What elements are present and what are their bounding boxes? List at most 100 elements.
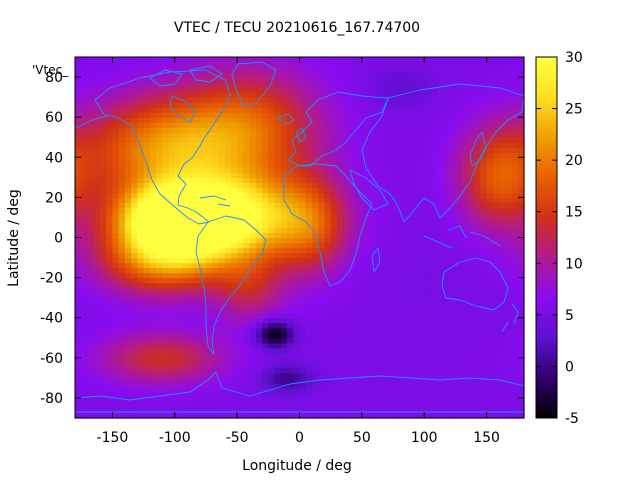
heatmap-cell xyxy=(305,177,313,183)
heatmap-cell xyxy=(499,257,506,264)
heatmap-cell xyxy=(199,312,207,319)
heatmap-cell xyxy=(386,212,394,219)
heatmap-cell xyxy=(118,327,126,334)
heatmap-cell xyxy=(81,107,89,113)
heatmap-cell xyxy=(480,82,488,88)
heatmap-cell xyxy=(436,377,444,384)
heatmap-cell xyxy=(368,107,375,113)
heatmap-cell xyxy=(436,127,444,133)
heatmap-cell xyxy=(174,112,182,118)
heatmap-cell xyxy=(424,407,432,414)
heatmap-cell xyxy=(349,102,357,108)
heatmap-cell xyxy=(486,127,494,133)
heatmap-cell xyxy=(499,287,506,294)
heatmap-cell xyxy=(380,262,388,269)
heatmap-cell xyxy=(118,177,126,183)
heatmap-cell xyxy=(224,212,232,219)
heatmap-cell xyxy=(199,157,207,163)
heatmap-cell xyxy=(511,242,519,249)
heatmap-cell xyxy=(124,167,132,173)
heatmap-cell xyxy=(218,352,226,359)
heatmap-cell xyxy=(330,162,338,168)
heatmap-cell xyxy=(324,112,332,118)
heatmap-cell xyxy=(299,332,307,339)
heatmap-cell xyxy=(455,312,463,319)
heatmap-cell xyxy=(218,332,226,339)
heatmap-cell xyxy=(230,357,238,364)
heatmap-cell xyxy=(492,272,500,279)
heatmap-cell xyxy=(280,247,288,254)
heatmap-cell xyxy=(393,87,400,93)
heatmap-cell xyxy=(81,97,89,103)
heatmap-cell xyxy=(330,347,338,354)
heatmap-cell xyxy=(287,72,294,78)
heatmap-cell xyxy=(455,137,463,143)
heatmap-cell xyxy=(249,127,257,133)
heatmap-cell xyxy=(449,177,457,183)
heatmap-cell xyxy=(436,382,444,389)
heatmap-cell xyxy=(287,312,294,319)
heatmap-cell xyxy=(99,247,107,254)
heatmap-cell xyxy=(499,317,506,324)
heatmap-cell xyxy=(461,107,469,113)
heatmap-cell xyxy=(205,217,213,224)
heatmap-cell xyxy=(461,332,469,339)
heatmap-cell xyxy=(224,177,232,183)
heatmap-cell xyxy=(193,97,201,103)
heatmap-cell xyxy=(118,112,126,118)
heatmap-cell xyxy=(399,297,407,304)
heatmap-cell xyxy=(480,382,488,389)
heatmap-cell xyxy=(449,92,457,98)
heatmap-cell xyxy=(137,302,145,309)
heatmap-cell xyxy=(274,252,282,259)
heatmap-cell xyxy=(93,337,101,344)
heatmap-cell xyxy=(474,237,481,244)
heatmap-cell xyxy=(455,372,463,379)
heatmap-cell xyxy=(162,347,170,354)
heatmap-cell xyxy=(511,222,519,229)
heatmap-cell xyxy=(212,132,220,138)
heatmap-cell xyxy=(299,72,307,78)
heatmap-cell xyxy=(430,262,438,269)
heatmap-cell xyxy=(492,327,500,334)
heatmap-cell xyxy=(330,257,338,264)
heatmap-cell xyxy=(187,172,195,178)
heatmap-cell xyxy=(361,102,369,108)
heatmap-cell xyxy=(143,392,151,399)
heatmap-cell xyxy=(467,212,475,219)
heatmap-cell xyxy=(355,77,363,83)
heatmap-cell xyxy=(224,392,232,399)
heatmap-cell xyxy=(280,87,288,93)
heatmap-cell xyxy=(218,412,226,419)
heatmap-cell xyxy=(349,227,357,234)
heatmap-cell xyxy=(106,207,114,214)
heatmap-cell xyxy=(106,217,114,224)
heatmap-cell xyxy=(424,222,432,229)
heatmap-cell xyxy=(330,402,338,409)
heatmap-cell xyxy=(386,237,394,244)
heatmap-cell xyxy=(505,367,513,374)
heatmap-cell xyxy=(237,307,244,314)
heatmap-cell xyxy=(330,82,338,88)
heatmap-cell xyxy=(112,322,120,329)
heatmap-cell xyxy=(224,357,232,364)
heatmap-cell xyxy=(480,207,488,214)
heatmap-cell xyxy=(237,352,244,359)
heatmap-cell xyxy=(249,282,257,289)
heatmap-cell xyxy=(305,132,313,138)
heatmap-cell xyxy=(474,272,481,279)
heatmap-cell xyxy=(75,312,82,319)
heatmap-cell xyxy=(492,352,500,359)
heatmap-cell xyxy=(368,327,375,334)
heatmap-cell xyxy=(205,377,213,384)
heatmap-cell xyxy=(399,182,407,188)
heatmap-cell xyxy=(287,242,294,249)
heatmap-cell xyxy=(511,172,519,178)
heatmap-cell xyxy=(311,102,319,108)
heatmap-cell xyxy=(517,287,525,294)
heatmap-cell xyxy=(137,117,145,123)
heatmap-cell xyxy=(274,392,282,399)
heatmap-cell xyxy=(399,167,407,173)
heatmap-cell xyxy=(474,387,481,394)
heatmap-cell xyxy=(305,337,313,344)
